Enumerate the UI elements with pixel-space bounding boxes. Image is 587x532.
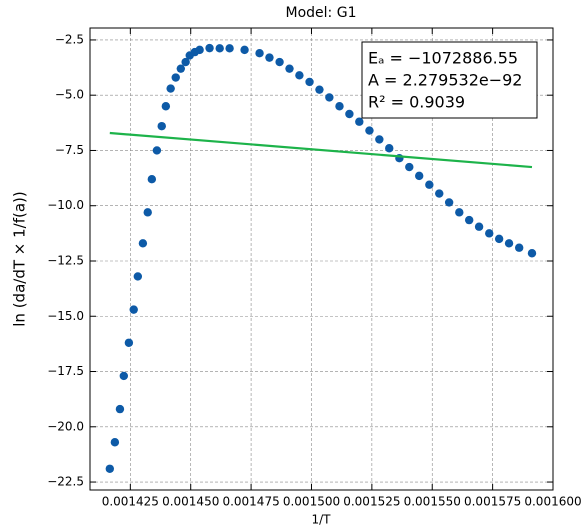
point <box>157 121 166 131</box>
point <box>143 208 152 217</box>
point <box>255 49 264 58</box>
point <box>133 272 143 281</box>
point <box>295 71 304 80</box>
x-tick-label: 0.001550 <box>404 495 461 509</box>
point <box>325 93 334 102</box>
point <box>405 162 414 172</box>
point <box>161 102 171 111</box>
x-tick-label: 0.001425 <box>102 495 159 509</box>
point <box>375 135 384 144</box>
point <box>435 189 444 198</box>
plot-frame <box>89 27 554 491</box>
point <box>195 45 204 55</box>
point <box>205 43 214 53</box>
y-tick-label: −2.5 <box>55 32 84 46</box>
point <box>425 180 434 189</box>
point <box>181 57 190 67</box>
point <box>527 249 537 258</box>
point <box>514 243 524 252</box>
point <box>215 44 224 53</box>
point <box>129 305 138 314</box>
x-tick-label: 0.001500 <box>283 495 340 509</box>
point <box>464 215 474 225</box>
point <box>124 338 134 347</box>
point <box>171 73 180 82</box>
y-tick-label: −17.5 <box>47 364 84 378</box>
point <box>444 198 454 207</box>
y-tick-label: −20.0 <box>47 419 84 433</box>
point <box>105 464 115 473</box>
x-tick-label: 0.001600 <box>524 495 581 509</box>
x-tick-label: 0.001525 <box>343 495 400 509</box>
y-tick-label: −5.0 <box>55 88 84 102</box>
point <box>225 44 234 53</box>
point <box>265 53 274 62</box>
y-tick-label: −10.0 <box>47 198 84 212</box>
x-tick-label: 0.001475 <box>222 495 279 509</box>
y-axis-label: ln (da/dT × 1/f(a)) <box>11 191 29 326</box>
point <box>365 126 374 135</box>
x-tick-label: 0.001575 <box>464 495 521 509</box>
point <box>504 239 514 248</box>
point <box>385 144 394 153</box>
y-tick-label: −22.5 <box>47 475 84 489</box>
annotation-text: A = 2.279532e−92 <box>368 71 522 90</box>
point <box>494 234 504 244</box>
fit-line <box>109 131 533 169</box>
y-tick-label: −7.5 <box>55 143 84 157</box>
point <box>414 171 424 181</box>
point <box>152 146 162 155</box>
point <box>315 85 324 94</box>
point <box>115 404 125 414</box>
point <box>485 229 494 238</box>
point <box>305 77 314 87</box>
point <box>455 208 464 217</box>
point <box>147 175 157 184</box>
x-tick-label: 0.001450 <box>162 495 219 509</box>
annotation-text: Eₐ = −1072886.55 <box>368 49 518 68</box>
annotation-text: R² = 0.9039 <box>368 93 465 112</box>
x-axis-label: 1/T <box>311 513 331 527</box>
point <box>119 371 129 381</box>
point <box>166 84 175 93</box>
point <box>345 109 354 119</box>
point <box>474 222 484 231</box>
point <box>355 117 364 126</box>
point <box>335 102 344 111</box>
point <box>176 64 186 73</box>
chart-title: Model: G1 <box>286 5 357 21</box>
point <box>275 57 284 67</box>
point <box>110 438 120 447</box>
y-tick-label: −12.5 <box>47 253 84 267</box>
point <box>240 45 249 55</box>
point <box>138 239 148 248</box>
point <box>285 64 294 73</box>
y-tick-label: −15.0 <box>47 309 84 323</box>
annotation-box <box>361 41 538 119</box>
